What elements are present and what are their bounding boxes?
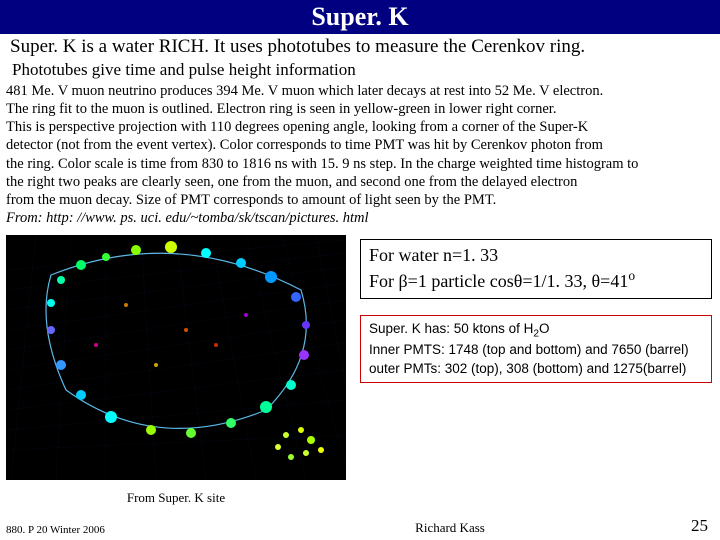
- body-text: 481 Me. V muon neutrino produces 394 Me.…: [0, 80, 720, 229]
- event-display-image: [6, 235, 346, 480]
- subtitle: Super. K is a water RICH. It uses photot…: [0, 34, 720, 60]
- water-line1: For water n=1. 33: [369, 244, 703, 267]
- image-credit: From Super. K site: [6, 490, 346, 506]
- water-info-box: For water n=1. 33 For β=1 particle cosθ=…: [360, 239, 712, 299]
- body-source: From: http: //www. ps. uci. edu/~tomba/s…: [6, 209, 714, 227]
- footer-center: Richard Kass: [0, 520, 720, 536]
- specs-l2: Inner PMTS: 1748 (top and bottom) and 76…: [369, 341, 703, 359]
- body-l7: from the muon decay. Size of PMT corresp…: [6, 191, 714, 209]
- detector-specs-box: Super. K has: 50 ktons of H2O Inner PMTS…: [360, 315, 712, 383]
- water-line2: For β=1 particle cosθ=1/1. 33, θ=41o: [369, 267, 703, 293]
- body-l6: the right two peaks are clearly seen, on…: [6, 173, 714, 191]
- page-title: Super. K: [311, 2, 408, 31]
- body-l1: 481 Me. V muon neutrino produces 394 Me.…: [6, 82, 714, 100]
- body-l4: detector (not from the event vertex). Co…: [6, 136, 714, 154]
- title-bar: Super. K: [0, 0, 720, 34]
- body-l5: the ring. Color scale is time from 830 t…: [6, 155, 714, 173]
- footer-right: 25: [691, 516, 708, 536]
- body-l2: The ring fit to the muon is outlined. El…: [6, 100, 714, 118]
- phototubes-line: Phototubes give time and pulse height in…: [0, 60, 720, 80]
- specs-l1: Super. K has: 50 ktons of H2O: [369, 320, 703, 341]
- body-l3: This is perspective projection with 110 …: [6, 118, 714, 136]
- specs-l3: outer PMTs: 302 (top), 308 (bottom) and …: [369, 360, 703, 378]
